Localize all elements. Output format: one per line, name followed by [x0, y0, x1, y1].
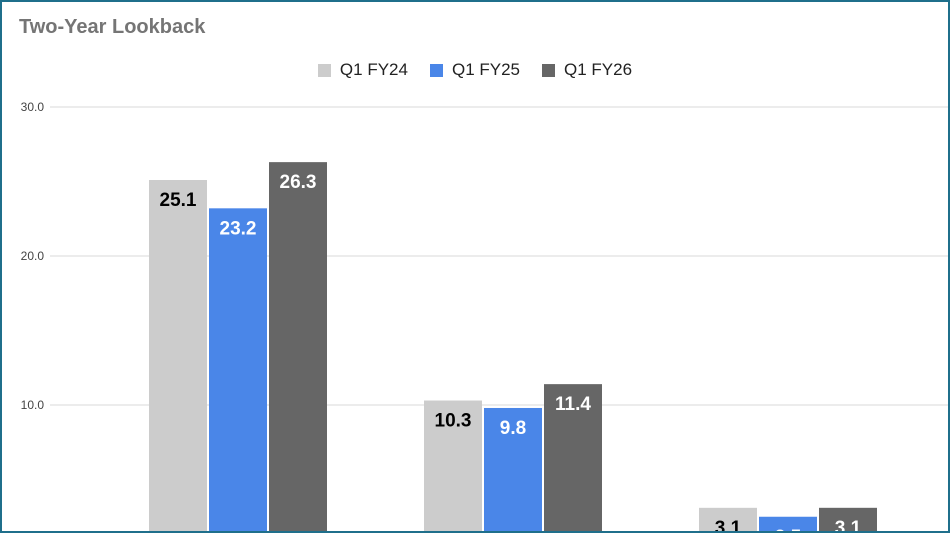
- data-label: 3.1: [715, 518, 742, 531]
- legend-swatch-q1-fy25: [429, 63, 443, 77]
- bar-q1-fy26-2: [819, 507, 877, 531]
- data-label: 3.1: [835, 518, 862, 531]
- data-label: 23.2: [220, 218, 257, 239]
- legend-item-q1-fy26: Q1 FY26: [542, 60, 632, 80]
- legend-item-q1-fy25: Q1 FY25: [429, 60, 521, 80]
- bar-q1-fy25-1: [484, 407, 542, 531]
- y-tick-label: 20.0: [21, 249, 45, 263]
- chart-title: Two-Year Lookback: [19, 16, 206, 38]
- bar-q1-fy24-0: [149, 180, 207, 531]
- bar-q1-fy26-1: [544, 384, 602, 531]
- data-label: 26.3: [280, 172, 317, 193]
- data-label: 9.8: [500, 418, 526, 439]
- legend-swatch-q1-fy26: [542, 63, 556, 77]
- y-tick-label: 10.0: [21, 398, 45, 412]
- legend-item-q1-fy24: Q1 FY24: [317, 60, 408, 80]
- legend-label-q1-fy25: Q1 FY25: [451, 60, 521, 79]
- legend-swatch-q1-fy24: [317, 63, 331, 77]
- legend-label-q1-fy24: Q1 FY24: [339, 60, 408, 79]
- data-label: 25.1: [160, 190, 197, 211]
- legend-label-q1-fy26: Q1 FY26: [564, 60, 633, 79]
- bar-q1-fy24-2: [699, 507, 757, 531]
- chart-legend: Q1 FY24 Q1 FY25 Q1 FY26: [2, 60, 948, 80]
- bar-q1-fy25-0: [209, 208, 267, 531]
- y-tick-label: 30.0: [21, 100, 45, 114]
- bar-q1-fy26-0: [269, 162, 327, 531]
- data-label: 11.4: [555, 394, 591, 415]
- data-label: 2.5: [775, 527, 802, 531]
- data-label: 10.3: [435, 411, 472, 432]
- bar-q1-fy24-1: [424, 400, 482, 531]
- bar-q1-fy25-2: [759, 516, 817, 531]
